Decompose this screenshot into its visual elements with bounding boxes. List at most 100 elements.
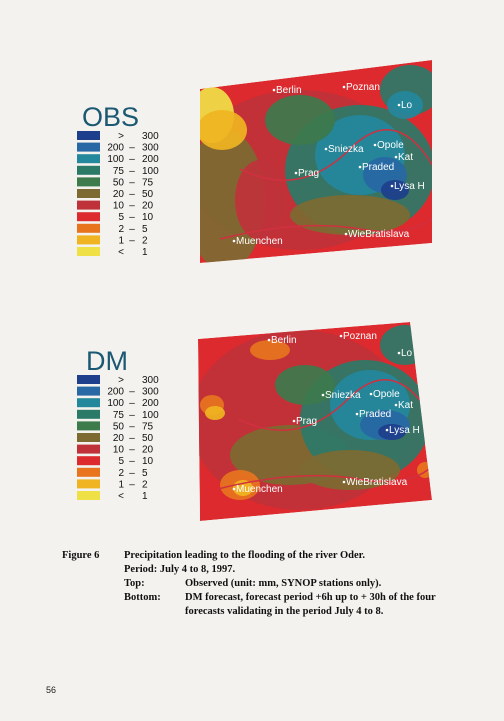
legend-text: – xyxy=(129,154,135,165)
legend-text: 75 xyxy=(142,177,154,188)
city-dot xyxy=(358,165,362,169)
legend-swatch xyxy=(77,177,100,187)
legend-swatch xyxy=(77,398,100,408)
legend-swatch xyxy=(77,491,100,500)
precip-area xyxy=(300,450,400,490)
city-label: Muenchen xyxy=(236,236,283,247)
legend-text: 20 xyxy=(113,189,125,200)
caption-title: Precipitation leading to the flooding of… xyxy=(124,550,365,561)
city-dot xyxy=(294,171,298,175)
caption-row-text: Observed (unit: mm, SYNOP stations only)… xyxy=(185,578,382,589)
city-dot xyxy=(394,403,398,407)
legend-text: – xyxy=(129,398,135,409)
city-dot xyxy=(344,232,348,236)
legend-text: 2 xyxy=(118,468,124,479)
caption-period: Period: July 4 to 8, 1997. xyxy=(124,564,235,575)
legend-text: 1 xyxy=(118,235,124,246)
legend-text: 1 xyxy=(142,491,148,502)
city-dot xyxy=(355,412,359,416)
city-dot xyxy=(324,147,328,151)
caption-row-label: Top: xyxy=(124,578,145,589)
city-dot xyxy=(385,428,389,432)
city-label: WieBratislava xyxy=(348,229,410,240)
precip-area xyxy=(205,406,225,420)
city-label: Prag xyxy=(298,168,319,179)
precip-area xyxy=(265,95,335,145)
city-label: Lysa H xyxy=(389,425,420,436)
city-label: WieBratislava xyxy=(346,477,408,488)
caption-row-label: Bottom: xyxy=(124,592,161,603)
legend-text: 5 xyxy=(118,456,124,467)
city-label: Prag xyxy=(296,416,317,427)
legend-text: 200 xyxy=(107,387,124,398)
border-line xyxy=(217,458,432,490)
legend-text: – xyxy=(129,433,135,444)
city-dot xyxy=(390,184,394,188)
city-label: Lysa H xyxy=(394,181,425,192)
precip-area xyxy=(387,91,423,119)
legend-swatch xyxy=(77,189,100,198)
precip-area xyxy=(378,424,406,440)
legend-text: – xyxy=(129,421,135,432)
page-number: 56 xyxy=(46,685,56,695)
city-dot xyxy=(267,338,271,342)
city-dot xyxy=(394,155,398,159)
city-label: Muenchen xyxy=(236,484,283,495)
legend-text: 75 xyxy=(113,410,125,421)
precip-map xyxy=(200,60,432,263)
legend-text: 50 xyxy=(142,433,154,444)
city-label: Berlin xyxy=(271,335,297,346)
legend-swatch xyxy=(77,467,100,477)
legend-swatch xyxy=(77,165,100,175)
city-dot xyxy=(232,239,236,243)
city-dot xyxy=(342,480,346,484)
legend-swatch xyxy=(77,223,100,233)
precip-area xyxy=(275,365,335,405)
legend-text: 5 xyxy=(118,212,124,223)
legend-swatch xyxy=(77,433,100,442)
legend-swatch xyxy=(77,375,100,384)
city-dot xyxy=(321,393,325,397)
legend-text: – xyxy=(129,224,135,235)
border-line xyxy=(219,208,432,240)
legend-text: 20 xyxy=(142,201,154,212)
figure-label: Figure 6 xyxy=(62,550,99,561)
legend-swatch xyxy=(77,154,100,164)
legend-text: 200 xyxy=(142,154,159,165)
legend-text: 50 xyxy=(113,177,125,188)
city-label: Opole xyxy=(373,389,400,400)
city-label: Poznan xyxy=(346,82,380,93)
precip-area xyxy=(200,110,247,150)
legend-text: 2 xyxy=(118,224,124,235)
city-dot xyxy=(397,103,401,107)
legend-text: 75 xyxy=(113,166,125,177)
legend-swatch xyxy=(77,247,100,256)
legend-text: 2 xyxy=(142,479,148,490)
legend-text: – xyxy=(129,166,135,177)
legend-swatch xyxy=(77,386,100,396)
city-dot xyxy=(292,419,296,423)
legend-text: 200 xyxy=(107,143,124,154)
legend-text: 10 xyxy=(142,212,154,223)
legend-swatch xyxy=(77,421,100,431)
legend-swatch xyxy=(77,142,100,152)
legend-swatch xyxy=(77,444,100,454)
legend-swatch xyxy=(77,456,100,466)
legend-text: – xyxy=(129,445,135,456)
legend-text: > xyxy=(118,131,124,142)
panel-title: DM xyxy=(86,346,128,376)
legend-swatch xyxy=(77,212,100,222)
city-dot xyxy=(339,334,343,338)
legend-text: 300 xyxy=(142,143,159,154)
legend-text: – xyxy=(129,479,135,490)
legend-text: 5 xyxy=(142,224,148,235)
legend-swatch xyxy=(77,409,100,419)
city-label: Lo xyxy=(401,100,413,111)
legend-text: < xyxy=(118,491,124,502)
city-label: Poznan xyxy=(343,331,377,342)
city-label: Lo xyxy=(401,348,413,359)
legend-swatch xyxy=(77,235,100,245)
legend-text: 1 xyxy=(118,479,124,490)
legend-text: 1 xyxy=(142,247,148,258)
